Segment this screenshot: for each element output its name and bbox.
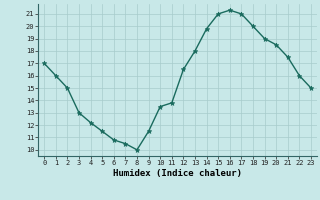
- X-axis label: Humidex (Indice chaleur): Humidex (Indice chaleur): [113, 169, 242, 178]
